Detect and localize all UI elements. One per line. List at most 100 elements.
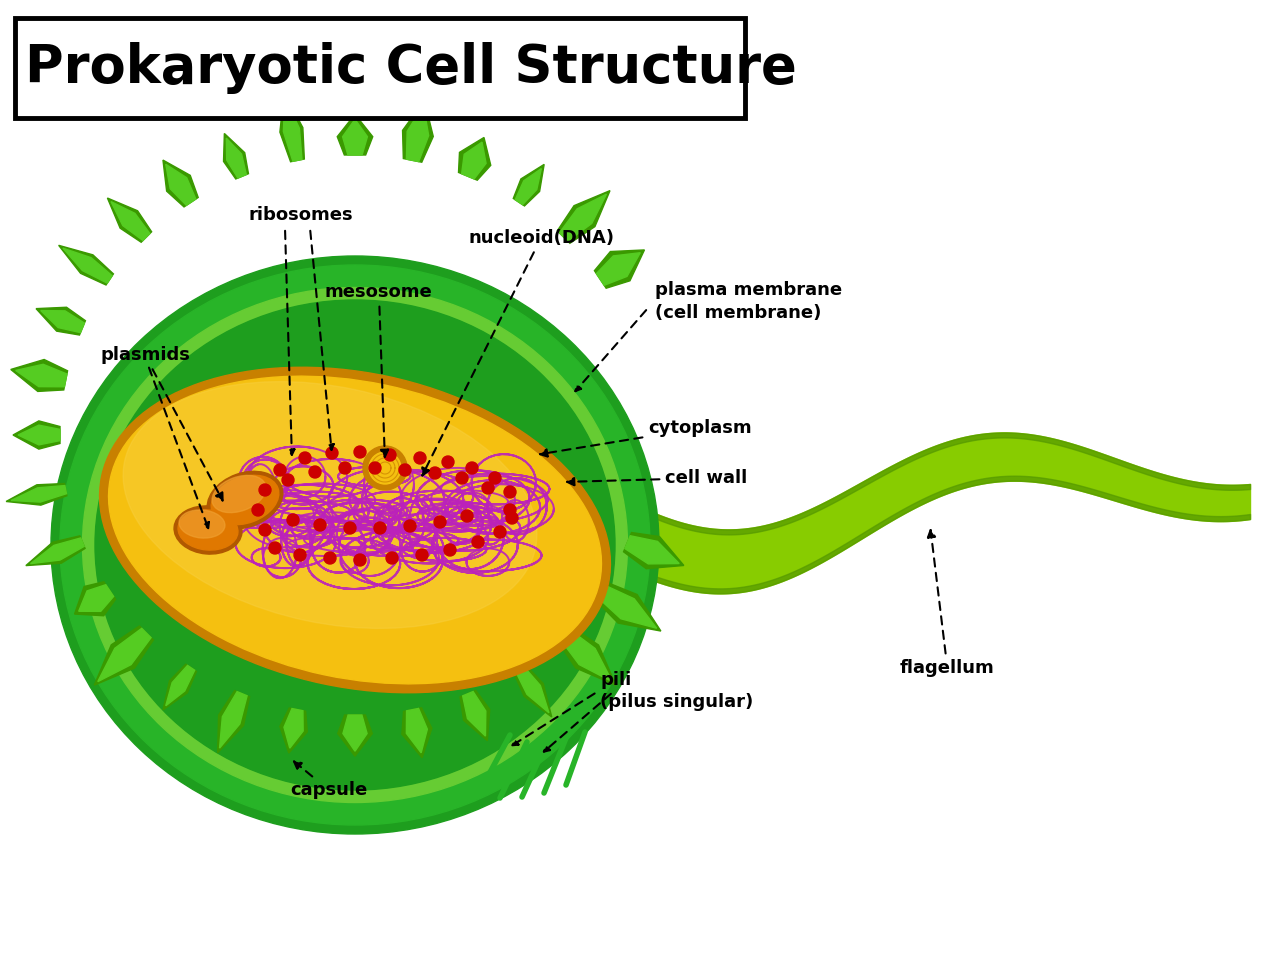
Circle shape xyxy=(294,549,307,561)
Circle shape xyxy=(460,510,473,522)
Ellipse shape xyxy=(178,510,238,550)
Circle shape xyxy=(326,447,338,459)
Polygon shape xyxy=(107,198,151,242)
Polygon shape xyxy=(6,483,67,505)
Circle shape xyxy=(482,482,494,494)
Polygon shape xyxy=(515,169,542,205)
Polygon shape xyxy=(111,202,150,240)
Polygon shape xyxy=(594,582,661,631)
Polygon shape xyxy=(165,165,196,206)
Polygon shape xyxy=(218,691,249,753)
Polygon shape xyxy=(458,137,491,180)
Circle shape xyxy=(299,452,310,464)
Circle shape xyxy=(416,549,427,561)
Text: cell wall: cell wall xyxy=(567,469,747,487)
Circle shape xyxy=(287,514,299,526)
Polygon shape xyxy=(402,708,432,758)
Ellipse shape xyxy=(211,475,279,524)
Polygon shape xyxy=(11,485,66,502)
Polygon shape xyxy=(463,692,486,736)
Ellipse shape xyxy=(51,256,659,834)
Ellipse shape xyxy=(212,475,266,513)
Text: (pilus singular): (pilus singular) xyxy=(600,693,753,711)
Polygon shape xyxy=(36,308,85,335)
Ellipse shape xyxy=(95,300,614,790)
Circle shape xyxy=(444,544,455,556)
Polygon shape xyxy=(220,692,247,748)
Circle shape xyxy=(506,512,518,524)
Polygon shape xyxy=(62,248,112,283)
Circle shape xyxy=(369,452,401,484)
Polygon shape xyxy=(284,97,301,162)
Polygon shape xyxy=(10,360,67,391)
Polygon shape xyxy=(407,106,429,162)
Polygon shape xyxy=(163,664,196,710)
Circle shape xyxy=(309,466,321,478)
FancyBboxPatch shape xyxy=(15,18,745,118)
Polygon shape xyxy=(343,715,368,752)
Polygon shape xyxy=(75,582,116,615)
Circle shape xyxy=(385,552,398,564)
Polygon shape xyxy=(15,365,67,387)
Polygon shape xyxy=(514,165,544,206)
Circle shape xyxy=(273,464,286,476)
Text: pili: pili xyxy=(600,671,631,689)
Ellipse shape xyxy=(174,506,242,554)
Text: flagellum: flagellum xyxy=(901,530,995,677)
Text: mesosome: mesosome xyxy=(326,283,432,457)
Circle shape xyxy=(413,452,426,464)
Polygon shape xyxy=(224,133,248,179)
Polygon shape xyxy=(165,665,195,706)
Circle shape xyxy=(441,456,454,468)
Polygon shape xyxy=(625,536,679,564)
Polygon shape xyxy=(280,708,308,753)
Circle shape xyxy=(363,446,407,490)
Polygon shape xyxy=(41,311,84,332)
Polygon shape xyxy=(406,709,427,753)
Circle shape xyxy=(282,474,294,486)
Circle shape xyxy=(488,472,501,484)
Text: plasma membrane: plasma membrane xyxy=(655,281,842,299)
Polygon shape xyxy=(342,120,368,155)
Polygon shape xyxy=(513,664,552,717)
Polygon shape xyxy=(79,585,113,612)
Circle shape xyxy=(343,522,356,534)
Polygon shape xyxy=(623,532,684,568)
Circle shape xyxy=(259,484,271,496)
Circle shape xyxy=(504,504,516,516)
Text: cytoplasm: cytoplasm xyxy=(541,419,752,457)
Ellipse shape xyxy=(99,368,611,693)
Circle shape xyxy=(354,446,366,458)
Polygon shape xyxy=(402,101,434,163)
Text: ribosomes: ribosomes xyxy=(248,206,352,224)
Circle shape xyxy=(369,462,382,474)
Circle shape xyxy=(466,462,478,474)
Text: nucleoid(DNA): nucleoid(DNA) xyxy=(422,229,614,475)
Circle shape xyxy=(399,464,411,476)
Text: plasmids: plasmids xyxy=(100,346,223,501)
Circle shape xyxy=(504,486,516,498)
Ellipse shape xyxy=(123,381,537,628)
Ellipse shape xyxy=(207,471,282,528)
Circle shape xyxy=(374,522,385,534)
Polygon shape xyxy=(280,92,304,162)
Text: (cell membrane): (cell membrane) xyxy=(655,304,822,322)
Polygon shape xyxy=(462,142,486,179)
Polygon shape xyxy=(558,628,612,682)
Polygon shape xyxy=(557,190,611,243)
Polygon shape xyxy=(98,628,151,682)
Polygon shape xyxy=(460,691,490,741)
Ellipse shape xyxy=(108,376,602,684)
Circle shape xyxy=(384,449,396,461)
Polygon shape xyxy=(597,253,640,285)
Polygon shape xyxy=(31,538,84,564)
Polygon shape xyxy=(557,626,616,685)
Polygon shape xyxy=(560,194,607,241)
Polygon shape xyxy=(284,709,303,748)
Polygon shape xyxy=(163,160,198,207)
Polygon shape xyxy=(515,665,550,712)
Circle shape xyxy=(404,520,416,532)
Circle shape xyxy=(324,552,336,564)
Polygon shape xyxy=(13,420,60,449)
Circle shape xyxy=(340,462,351,474)
